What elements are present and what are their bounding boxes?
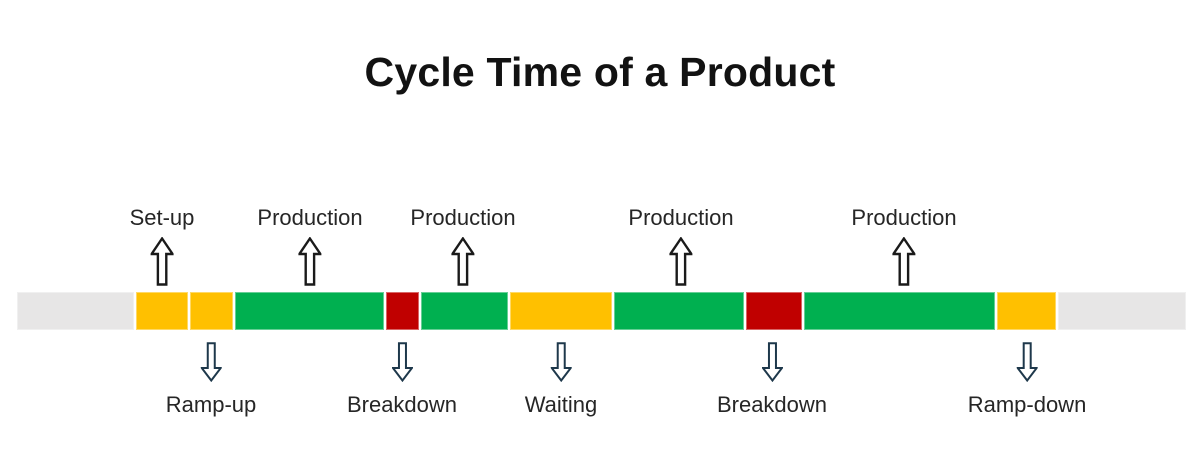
page-title: Cycle Time of a Product [364,49,836,96]
down-arrow-icon [391,342,413,382]
down-arrow-icon [200,342,222,382]
segment-production-3 [614,292,744,330]
phase-marker-bottom: Breakdown [717,342,827,417]
segment-ramp-up [190,292,233,330]
phase-label: Breakdown [716,392,828,417]
down-arrow-icon [761,342,783,382]
up-arrow-icon [451,237,475,286]
segment-production-4 [804,292,995,330]
phase-label: Ramp-up [165,392,257,417]
phase-marker-bottom: Waiting [524,342,598,417]
segment-production-1 [235,292,384,330]
down-arrow-icon [550,342,572,382]
phase-marker-bottom: Ramp-up [166,342,256,417]
phase-label: Production [410,205,516,230]
phase-marker-bottom: Ramp-down [967,342,1087,417]
up-arrow-icon [669,237,693,286]
segment-production-2 [421,292,508,330]
phase-label: Production [257,205,363,230]
up-arrow-icon [298,237,322,286]
phase-marker-top: Production [851,205,957,286]
down-arrow-icon [1016,342,1038,382]
timeline-bar [0,292,1200,330]
phase-label: Ramp-down [967,392,1087,417]
up-arrow-icon [892,237,916,286]
segment-waiting [510,292,612,330]
phase-label: Production [851,205,957,230]
phase-marker-top: Production [257,205,363,286]
segment-breakdown-1 [386,292,419,330]
phase-label: Production [628,205,734,230]
phase-label: Set-up [129,205,195,230]
segment-set-up [136,292,188,330]
phase-marker-top: Production [628,205,734,286]
phase-marker-bottom: Breakdown [347,342,457,417]
up-arrow-icon [150,237,174,286]
phase-label: Breakdown [346,392,458,417]
phase-marker-top: Set-up [129,205,195,286]
phase-label: Waiting [524,392,598,417]
segment-breakdown-2 [746,292,802,330]
segment-idle-tail [1058,292,1186,330]
phase-marker-top: Production [410,205,516,286]
segment-ramp-down [997,292,1056,330]
segment-idle-lead [17,292,134,330]
